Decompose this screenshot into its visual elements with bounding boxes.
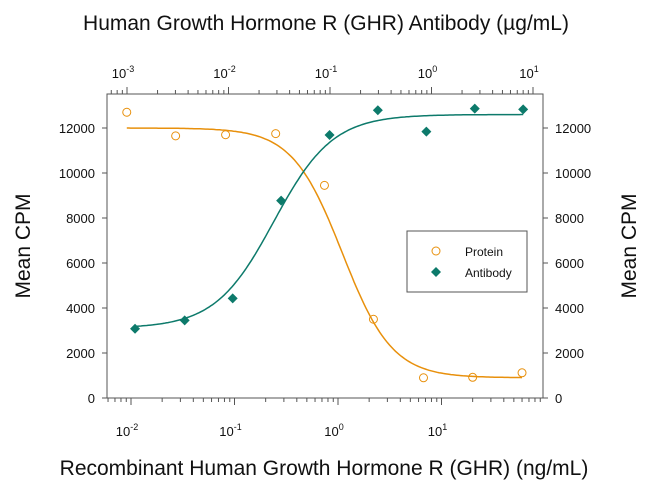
y-tick-label-right: 12000 (555, 121, 591, 136)
antibody-point (227, 293, 238, 304)
y-axis-title-right: Mean CPM (618, 193, 641, 298)
legend: Protein Antibody (406, 230, 528, 293)
protein-point (517, 368, 527, 378)
y-tick-label-right: 2000 (555, 346, 584, 361)
y-tick-label-left: 12000 (59, 121, 95, 136)
top-axis-title: Human Growth Hormone R (GHR) Antibody (µ… (83, 12, 569, 35)
antibody-point (372, 105, 383, 116)
bottom-x-tick-label: 100 (324, 422, 343, 439)
legend-antibody-marker (431, 267, 441, 277)
y-tick-label-right: 10000 (555, 166, 591, 181)
protein-point (418, 373, 428, 383)
y-tick-label-left: 4000 (66, 301, 95, 316)
top-x-tick-label: 101 (519, 64, 538, 81)
antibody-point (421, 126, 432, 137)
y-tick-label-right: 8000 (555, 211, 584, 226)
y-tick-label-right: 4000 (555, 301, 584, 316)
antibody-point (469, 103, 480, 114)
antibody-point (324, 129, 335, 140)
y-tick-label-left: 0 (88, 391, 95, 406)
antibody-fit-curve (134, 113, 524, 328)
top-x-tick-label: 100 (418, 64, 437, 81)
legend-protein-label: Protein (465, 245, 503, 259)
y-tick-label-right: 0 (555, 391, 562, 406)
legend-box (406, 230, 528, 293)
top-x-tick-label: 10-1 (315, 64, 337, 81)
protein-point (368, 314, 378, 324)
bottom-x-tick-label: 10-1 (219, 422, 241, 439)
y-tick-label-left: 2000 (66, 346, 95, 361)
bottom-x-tick-label: 101 (428, 422, 447, 439)
x-axis-title: Recombinant Human Growth Hormone R (GHR)… (60, 457, 589, 480)
antibody-point (179, 315, 190, 326)
protein-point (171, 131, 181, 141)
antibody-point (130, 323, 141, 334)
top-x-tick-label: 10-2 (213, 64, 235, 81)
antibody-point (276, 195, 287, 206)
y-axis-title-left: Mean CPM (12, 193, 35, 298)
legend-antibody-label: Antibody (465, 266, 512, 280)
protein-point (468, 372, 478, 382)
y-tick-label-left: 10000 (59, 166, 95, 181)
legend-protein-marker (431, 246, 441, 256)
protein-point (122, 107, 132, 117)
top-x-tick-label: 10-3 (112, 64, 134, 81)
bottom-x-tick-label: 10-2 (116, 422, 138, 439)
protein-point (221, 130, 231, 140)
y-tick-label-left: 8000 (66, 211, 95, 226)
protein-fit-curve (126, 127, 523, 379)
y-tick-label-left: 6000 (66, 256, 95, 271)
protein-point (319, 180, 329, 190)
protein-point (271, 129, 281, 139)
antibody-point (518, 104, 529, 115)
y-tick-label-right: 6000 (555, 256, 584, 271)
